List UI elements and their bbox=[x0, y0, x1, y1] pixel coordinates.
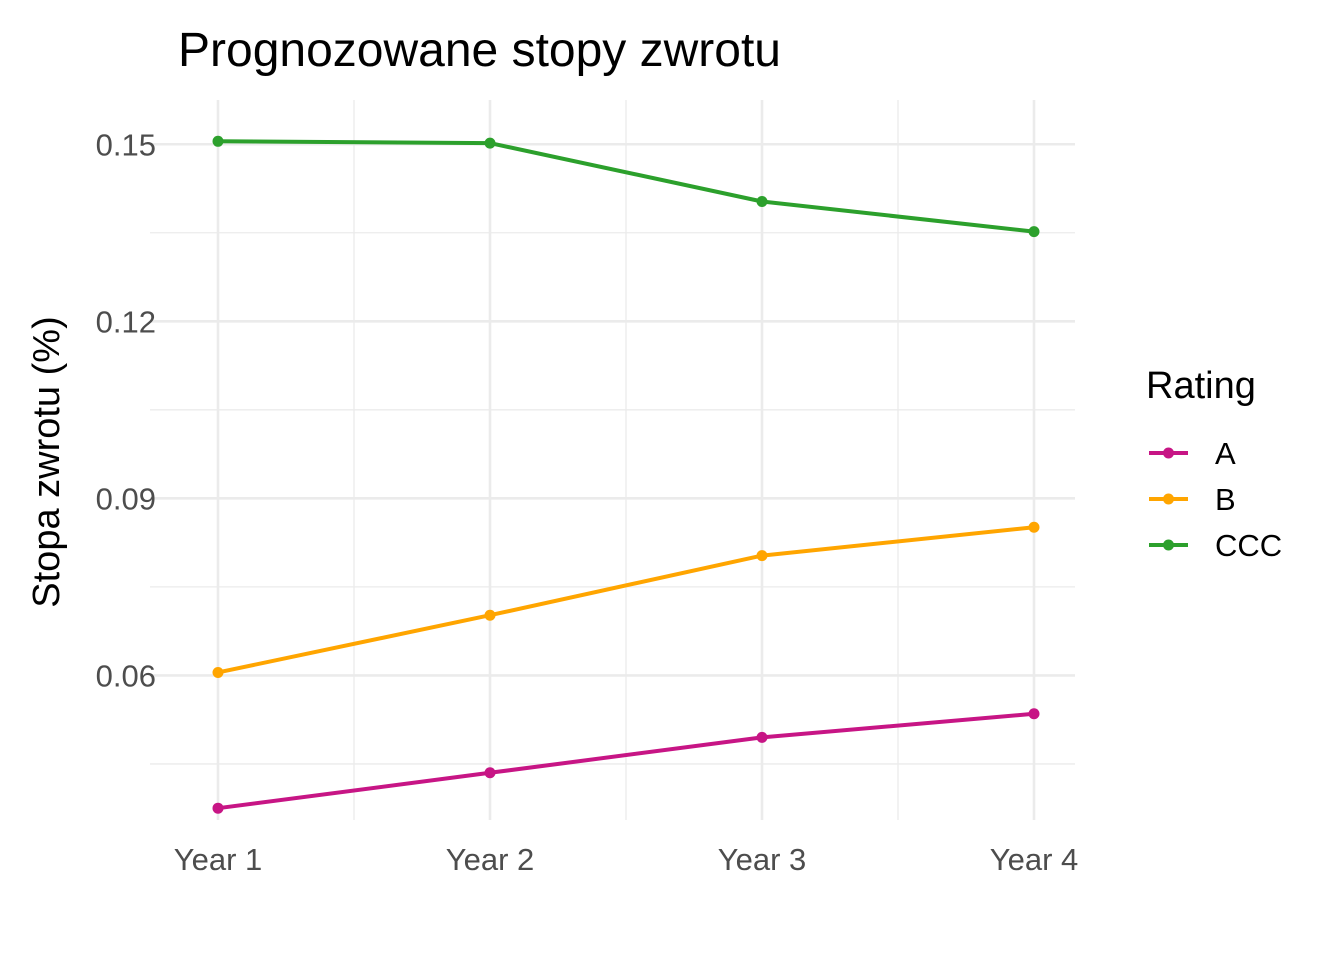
legend-key-point bbox=[1163, 539, 1174, 551]
series-line-ccc bbox=[217, 139, 1035, 234]
chart-title: Prognozowane stopy zwrotu bbox=[178, 24, 781, 77]
grid bbox=[150, 100, 1075, 820]
data-point-ccc bbox=[212, 135, 224, 147]
y-axis-ticks: 0.06 0.09 0.12 0.15 bbox=[96, 127, 156, 693]
legend-item-a: A bbox=[1149, 436, 1236, 471]
data-point-ccc bbox=[1028, 226, 1040, 238]
data-point-a bbox=[484, 767, 496, 779]
data-point-ccc bbox=[756, 196, 768, 208]
series-line-b bbox=[217, 525, 1035, 675]
data-point-b bbox=[1028, 521, 1040, 533]
legend-label: B bbox=[1215, 482, 1236, 517]
y-tick-label: 0.09 bbox=[96, 481, 156, 516]
legend-label: CCC bbox=[1215, 528, 1282, 563]
legend-key-point bbox=[1163, 493, 1174, 505]
legend-label: A bbox=[1215, 436, 1236, 471]
x-tick-label: Year 4 bbox=[990, 842, 1079, 877]
x-tick-label: Year 1 bbox=[174, 842, 263, 877]
data-point-a bbox=[212, 802, 224, 814]
series-group bbox=[212, 135, 1040, 814]
data-point-b bbox=[212, 666, 224, 678]
data-point-a bbox=[756, 731, 768, 743]
y-tick-label: 0.06 bbox=[96, 658, 156, 693]
x-tick-label: Year 3 bbox=[718, 842, 807, 877]
series-line-a bbox=[217, 711, 1035, 811]
data-point-ccc bbox=[484, 137, 496, 149]
legend-title: Rating bbox=[1146, 365, 1256, 407]
y-tick-label: 0.15 bbox=[96, 127, 156, 162]
data-point-a bbox=[1028, 708, 1040, 720]
legend: Rating AB CCC bbox=[1146, 365, 1282, 563]
y-tick-label: 0.12 bbox=[96, 304, 156, 339]
y-axis-title: Stopa zwrotu (%) bbox=[26, 316, 68, 607]
x-tick-label: Year 2 bbox=[446, 842, 535, 877]
legend-item-ccc: CCC bbox=[1149, 528, 1282, 563]
data-point-b bbox=[484, 609, 496, 621]
legend-item-b: B bbox=[1149, 482, 1236, 517]
data-point-b bbox=[756, 550, 768, 562]
x-axis-ticks: Year 1 Year 2 Year 3 Year 4 bbox=[174, 842, 1079, 877]
legend-key-point bbox=[1163, 447, 1174, 459]
